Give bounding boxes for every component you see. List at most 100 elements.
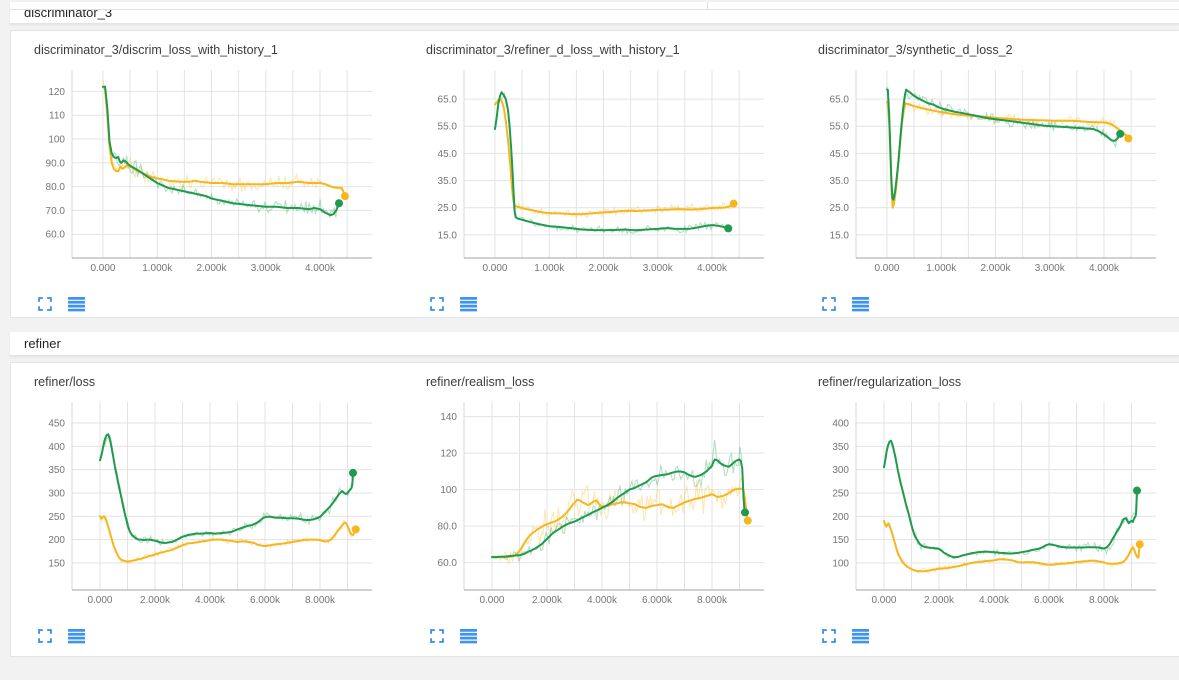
svg-text:140: 140	[440, 412, 457, 423]
svg-text:0.000: 0.000	[482, 263, 507, 274]
fullscreen-icon	[38, 297, 52, 311]
svg-text:100: 100	[48, 135, 65, 146]
stacked-bars-icon	[851, 296, 869, 312]
expand-chart-button[interactable]	[820, 296, 838, 312]
fullscreen-icon	[822, 297, 836, 311]
line-chart[interactable]: 450 400 350 300 250 200 150 0.000 2.000k 4.000k 6.…	[28, 394, 413, 606]
previous-section-strip	[10, 2, 1179, 10]
chart-title: discriminator_3/synthetic_d_loss_2	[818, 43, 1013, 57]
svg-text:60.0: 60.0	[46, 230, 66, 241]
line-chart[interactable]: 65.0 55.0 45.0 35.0 25.0 15.0 0.000 1.000k 2.000…	[420, 62, 805, 274]
svg-text:0.000: 0.000	[479, 595, 504, 606]
chart-title: refiner/regularization_loss	[818, 375, 962, 389]
svg-text:0.000: 0.000	[90, 263, 115, 274]
svg-text:70.0: 70.0	[46, 206, 66, 217]
svg-text:35.0: 35.0	[438, 176, 458, 187]
svg-text:110: 110	[49, 111, 65, 122]
svg-text:100: 100	[832, 558, 849, 569]
svg-text:60.0: 60.0	[438, 558, 458, 569]
svg-text:35.0: 35.0	[830, 176, 850, 187]
svg-text:25.0: 25.0	[830, 203, 850, 214]
runs-menu-button[interactable]	[459, 296, 477, 312]
expand-chart-button[interactable]	[428, 296, 446, 312]
line-chart[interactable]: 65.0 55.0 45.0 35.0 25.0 15.0 0.000 1.000k 2.000…	[812, 62, 1179, 274]
section-card-discriminator-3: discriminator_3/discrim_loss_with_histor…	[10, 30, 1179, 318]
svg-text:65.0: 65.0	[438, 95, 458, 106]
svg-text:6.000k: 6.000k	[250, 595, 281, 606]
svg-text:4.000k: 4.000k	[979, 595, 1010, 606]
chart-actions	[428, 296, 805, 312]
svg-text:0.000: 0.000	[87, 595, 112, 606]
svg-text:450: 450	[48, 418, 65, 429]
svg-text:100: 100	[440, 485, 457, 496]
chart-actions	[428, 628, 805, 644]
svg-text:8.000k: 8.000k	[305, 595, 336, 606]
svg-text:15.0: 15.0	[438, 230, 458, 241]
chart-card: discriminator_3/refiner_d_loss_with_hist…	[413, 43, 805, 312]
svg-text:65.0: 65.0	[830, 95, 850, 106]
runs-menu-button[interactable]	[67, 296, 85, 312]
svg-text:8.000k: 8.000k	[697, 595, 728, 606]
chart-actions	[36, 628, 413, 644]
fullscreen-icon	[822, 629, 836, 643]
svg-text:1.000k: 1.000k	[142, 263, 173, 274]
runs-menu-button[interactable]	[459, 628, 477, 644]
stacked-bars-icon	[459, 296, 477, 312]
svg-text:300: 300	[832, 465, 849, 476]
svg-text:2.000k: 2.000k	[924, 595, 955, 606]
svg-text:8.000k: 8.000k	[1089, 595, 1120, 606]
svg-text:3.000k: 3.000k	[1035, 263, 1066, 274]
svg-text:120: 120	[440, 449, 457, 460]
svg-text:2.000k: 2.000k	[980, 263, 1011, 274]
expand-chart-button[interactable]	[36, 296, 54, 312]
svg-text:0.000: 0.000	[871, 595, 896, 606]
expand-chart-button[interactable]	[428, 628, 446, 644]
svg-text:80.0: 80.0	[438, 522, 458, 533]
svg-text:45.0: 45.0	[438, 149, 458, 160]
fullscreen-icon	[430, 629, 444, 643]
chart-title: discriminator_3/discrim_loss_with_histor…	[34, 43, 278, 57]
section-card-refiner: refiner/loss 450 400 350 300 250 200 150 0.000 2…	[10, 362, 1179, 657]
svg-text:45.0: 45.0	[830, 149, 850, 160]
svg-text:3.000k: 3.000k	[251, 263, 282, 274]
chart-card: refiner/loss 450 400 350 300 250 200 150 0.000 2…	[21, 375, 413, 644]
fullscreen-icon	[430, 297, 444, 311]
chart-title: refiner/loss	[34, 375, 96, 389]
section-title: refiner	[24, 336, 61, 351]
svg-text:350: 350	[48, 465, 65, 476]
expand-chart-button[interactable]	[820, 628, 838, 644]
svg-text:300: 300	[48, 488, 65, 499]
svg-text:1.000k: 1.000k	[926, 263, 957, 274]
stacked-bars-icon	[851, 628, 869, 644]
svg-text:2.000k: 2.000k	[588, 263, 619, 274]
svg-text:350: 350	[832, 442, 849, 453]
svg-text:200: 200	[832, 512, 849, 523]
strip-divider	[707, 2, 708, 10]
line-chart[interactable]: 400 350 300 250 200 150 100 0.000 2.000k 4.000k 6.…	[812, 394, 1179, 606]
svg-text:250: 250	[832, 488, 849, 499]
chart-card: refiner/regularization_loss 400 350 300 250…	[805, 375, 1179, 644]
expand-chart-button[interactable]	[36, 628, 54, 644]
chart-actions	[820, 628, 1179, 644]
svg-text:1.000k: 1.000k	[534, 263, 565, 274]
runs-menu-button[interactable]	[851, 296, 869, 312]
svg-text:400: 400	[48, 442, 65, 453]
svg-text:2.000k: 2.000k	[140, 595, 171, 606]
line-chart[interactable]: 140 120 100 80.0 60.0 0.000 2.000k 4.000k 6.000k…	[420, 394, 805, 606]
svg-text:3.000k: 3.000k	[643, 263, 674, 274]
runs-menu-button[interactable]	[851, 628, 869, 644]
chart-actions	[36, 296, 413, 312]
chart-actions	[820, 296, 1179, 312]
runs-menu-button[interactable]	[67, 628, 85, 644]
svg-text:0.000: 0.000	[874, 263, 899, 274]
svg-text:120: 120	[48, 87, 65, 98]
svg-text:55.0: 55.0	[438, 122, 458, 133]
fullscreen-icon	[38, 629, 52, 643]
svg-text:4.000k: 4.000k	[305, 263, 336, 274]
line-chart[interactable]: 120 110 100 90.0 80.0 70.0 60.0 0.000 1.000k 2.00…	[28, 62, 413, 274]
svg-text:400: 400	[832, 418, 849, 429]
svg-text:150: 150	[48, 558, 65, 569]
chart-card: refiner/realism_loss 140 120 100 80.0 60.0 0.…	[413, 375, 805, 644]
svg-text:25.0: 25.0	[438, 203, 458, 214]
section-header-refiner[interactable]: refiner	[10, 332, 1179, 356]
